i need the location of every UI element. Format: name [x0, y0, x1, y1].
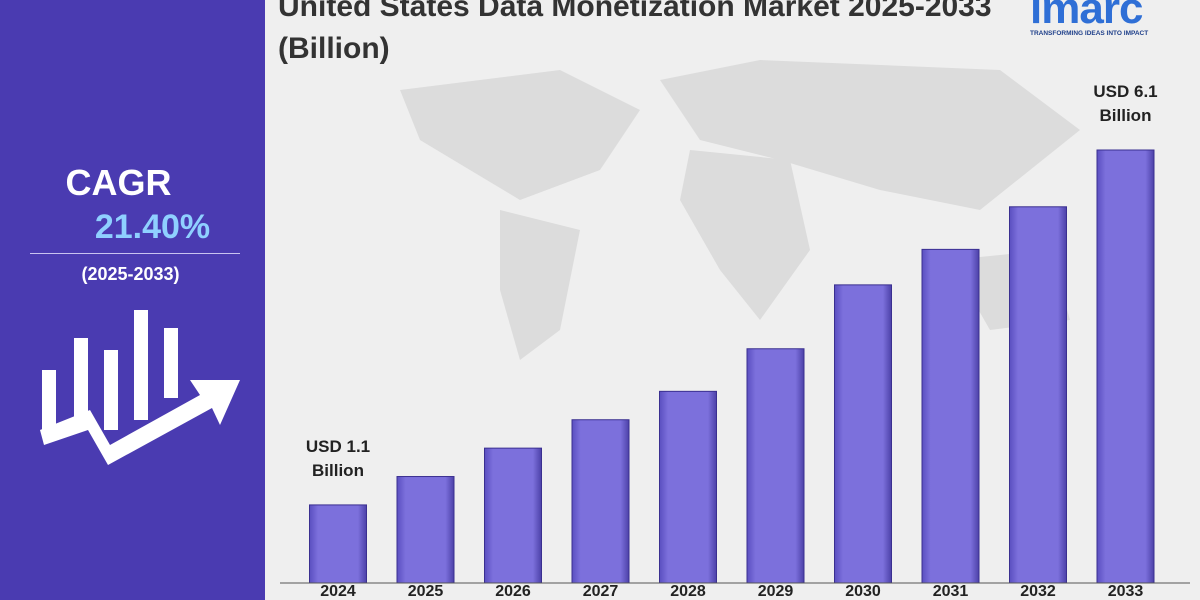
x-tick-label: 2025 — [408, 583, 444, 600]
bar — [571, 419, 630, 584]
divider — [30, 253, 240, 254]
chart-title: United States Data Monetization Market 2… — [278, 0, 992, 65]
x-tick-label: 2029 — [758, 583, 794, 600]
x-tick-label: 2031 — [933, 583, 969, 600]
logo: imarc — [1030, 0, 1143, 33]
bar — [834, 284, 892, 584]
growth-icon — [40, 310, 240, 465]
bar — [484, 447, 542, 584]
logo-tagline: TRANSFORMING IDEAS INTO IMPACT — [1030, 30, 1149, 37]
world-map — [400, 60, 1080, 360]
x-tick-label: 2024 — [320, 583, 356, 600]
cagr-period: (2025-2033) — [81, 264, 180, 284]
bar — [746, 348, 805, 584]
x-tick-label: 2026 — [495, 583, 531, 600]
bar — [659, 390, 717, 584]
x-tick-label: 2028 — [670, 583, 706, 600]
bar — [309, 504, 367, 584]
cagr-panel: CAGR 21.40% (2025-2033) — [0, 0, 265, 600]
cagr-value: 21.40% — [94, 208, 211, 246]
bar — [1096, 149, 1155, 584]
cagr-label: CAGR — [65, 162, 172, 203]
value-label: USD 1.1 Billion — [305, 436, 371, 480]
x-tick-label: 2032 — [1020, 583, 1056, 600]
x-tick-label: 2033 — [1108, 583, 1144, 600]
bar — [1009, 206, 1067, 584]
bar — [396, 476, 455, 584]
value-label: USD 6.1 Billion — [1093, 82, 1158, 125]
x-tick-label: 2030 — [845, 583, 881, 600]
bar — [921, 248, 980, 584]
x-tick-label: 2027 — [583, 583, 619, 600]
